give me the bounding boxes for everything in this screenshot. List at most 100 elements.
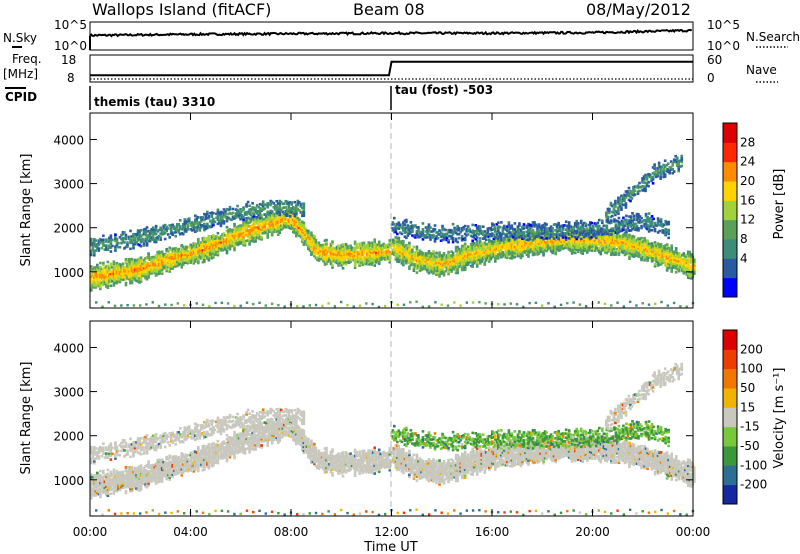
power-cell xyxy=(358,262,361,265)
power-cell xyxy=(251,225,254,229)
power-cell xyxy=(219,224,223,228)
power-cell xyxy=(554,233,557,236)
power-cell xyxy=(653,253,657,256)
power-cell xyxy=(192,260,196,263)
power-cell xyxy=(139,268,143,271)
power-cell xyxy=(144,266,147,270)
power-cell xyxy=(124,275,128,279)
power-cell xyxy=(242,206,245,209)
power-cell xyxy=(292,206,295,209)
power-cell xyxy=(257,230,260,234)
power-cell xyxy=(515,248,518,252)
power-cell xyxy=(486,227,490,231)
power-cell xyxy=(307,245,310,249)
power-cell xyxy=(610,251,613,255)
power-cell xyxy=(484,253,488,256)
power-cell xyxy=(653,243,657,246)
power-cell xyxy=(154,274,158,277)
power-cell xyxy=(183,253,187,257)
power-cell xyxy=(515,244,518,248)
power-cell xyxy=(169,232,173,235)
power-cell xyxy=(435,265,438,269)
power-cell xyxy=(340,252,343,255)
power-cell xyxy=(442,237,446,241)
power-cell xyxy=(228,217,232,221)
power-cell xyxy=(397,254,401,258)
power-cell xyxy=(424,226,428,229)
power-cell xyxy=(652,250,655,254)
power-cell xyxy=(620,229,624,233)
power-cell xyxy=(435,267,438,271)
power-cell xyxy=(245,213,248,216)
power-cell xyxy=(159,253,162,257)
power-cell xyxy=(487,246,491,249)
power-cell xyxy=(575,219,579,223)
power-cell xyxy=(531,223,535,226)
power-cell xyxy=(255,209,259,213)
power-cell xyxy=(567,229,571,232)
power-cell xyxy=(367,255,370,258)
power-cell xyxy=(503,247,506,250)
power-cell xyxy=(100,275,104,279)
power-cell xyxy=(596,229,600,233)
power-cell xyxy=(111,265,114,269)
power-cell xyxy=(215,253,218,256)
power-cell xyxy=(396,250,399,253)
power-cell xyxy=(477,225,481,228)
power-cell xyxy=(228,236,232,239)
power-cell xyxy=(686,250,690,254)
power-cell xyxy=(457,228,461,232)
power-cell xyxy=(109,246,113,249)
power-cell xyxy=(141,266,144,270)
power-cell xyxy=(601,219,604,223)
power-cell xyxy=(671,266,675,270)
power-cell xyxy=(391,223,395,226)
power-cell xyxy=(596,247,600,250)
power-cell xyxy=(540,248,544,252)
power-cell xyxy=(386,257,390,261)
power-cell xyxy=(429,238,432,241)
power-cell xyxy=(622,243,625,247)
power-cell xyxy=(670,252,673,255)
power-cell xyxy=(145,265,149,269)
power-cell xyxy=(643,238,646,242)
power-cell xyxy=(466,225,470,228)
power-cell xyxy=(567,246,571,249)
power-cell xyxy=(210,211,214,214)
power-cell xyxy=(610,243,613,247)
power-cell xyxy=(115,243,119,247)
power-cell xyxy=(578,231,582,234)
power-cell xyxy=(462,262,465,266)
power-cell xyxy=(602,244,606,248)
power-cell xyxy=(295,218,298,222)
power-cell xyxy=(450,268,453,271)
power-cell xyxy=(335,255,339,259)
power-cell xyxy=(593,222,597,225)
power-cell xyxy=(484,243,488,246)
power-cell xyxy=(506,250,509,254)
power-cell xyxy=(361,259,364,263)
power-cell xyxy=(564,231,568,235)
power-cell xyxy=(200,241,203,244)
power-cell xyxy=(503,245,506,248)
power-cell xyxy=(478,256,482,259)
power-cell xyxy=(240,209,244,213)
power-cell xyxy=(635,244,639,248)
power-cell xyxy=(573,237,577,241)
power-cell xyxy=(353,258,357,262)
power-cell xyxy=(417,258,420,261)
power-cell xyxy=(356,254,360,258)
power-cell xyxy=(531,232,535,236)
power-cell xyxy=(279,220,283,223)
power-cell xyxy=(394,230,398,234)
power-cell xyxy=(477,229,481,232)
power-cell xyxy=(585,239,589,242)
power-cell xyxy=(509,225,512,228)
power-cell xyxy=(178,224,182,228)
power-cell xyxy=(402,223,405,226)
power-cell xyxy=(350,250,354,254)
power-cell xyxy=(590,245,594,248)
power-cell xyxy=(266,218,269,221)
power-cell xyxy=(382,244,386,248)
power-cell xyxy=(552,223,556,226)
